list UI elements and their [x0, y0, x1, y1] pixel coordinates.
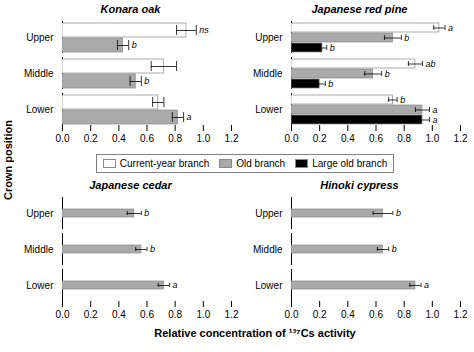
svg-text:b: b: [132, 40, 137, 50]
svg-text:0.2: 0.2: [313, 133, 327, 144]
svg-text:b: b: [330, 43, 335, 53]
svg-text:Upper: Upper: [255, 208, 283, 219]
svg-text:b: b: [150, 244, 155, 254]
html-text:Konara oak: Konara oak: [100, 3, 161, 15]
html-text:Current-year branch: Current-year branch: [119, 157, 210, 169]
html-text:Japanese red pine: Japanese red pine: [311, 3, 408, 15]
svg-text:0.8: 0.8: [397, 309, 411, 320]
svg-text:b: b: [328, 79, 333, 89]
svg-text:0.0: 0.0: [56, 133, 70, 144]
html-text:Crown position: Crown position: [2, 120, 14, 200]
svg-text:Middle: Middle: [24, 244, 54, 255]
svg-text:0.0: 0.0: [285, 133, 299, 144]
svg-text:Middle: Middle: [253, 244, 283, 255]
svg-text:b: b: [144, 208, 149, 218]
svg-text:Upper: Upper: [26, 32, 54, 43]
svg-text:1.2: 1.2: [225, 309, 239, 320]
svg-text:Lower: Lower: [255, 104, 283, 115]
svg-text:b: b: [144, 76, 149, 86]
svg-text:0.8: 0.8: [397, 133, 411, 144]
svg-text:Middle: Middle: [24, 68, 54, 79]
svg-text:1.0: 1.0: [196, 309, 210, 320]
svg-text:Lower: Lower: [26, 280, 54, 291]
svg-text:0.4: 0.4: [112, 133, 126, 144]
svg-text:ab: ab: [425, 59, 435, 69]
svg-text:0.0: 0.0: [285, 309, 299, 320]
svg-text:a: a: [424, 280, 429, 290]
html-text:Old branch: Old branch: [236, 157, 286, 169]
html-text:Japanese cedar: Japanese cedar: [89, 179, 172, 191]
svg-text:0.4: 0.4: [341, 309, 355, 320]
svg-text:0.2: 0.2: [313, 309, 327, 320]
svg-text:Lower: Lower: [26, 104, 54, 115]
svg-text:a: a: [187, 112, 192, 122]
svg-text:0.8: 0.8: [168, 309, 182, 320]
svg-text:b: b: [404, 33, 409, 43]
html-text:Large old branch: Large old branch: [312, 157, 388, 169]
svg-text:b: b: [392, 244, 397, 254]
svg-text:1.2: 1.2: [454, 309, 468, 320]
svg-text:b: b: [396, 208, 401, 218]
svg-text:Upper: Upper: [26, 208, 54, 219]
svg-text:1.0: 1.0: [425, 309, 439, 320]
svg-text:a: a: [433, 105, 438, 115]
svg-text:0.6: 0.6: [140, 133, 154, 144]
svg-text:0.6: 0.6: [140, 309, 154, 320]
svg-text:b: b: [385, 69, 390, 79]
svg-text:Upper: Upper: [255, 32, 283, 43]
svg-text:0.4: 0.4: [112, 309, 126, 320]
svg-text:a: a: [448, 23, 453, 33]
svg-text:1.0: 1.0: [425, 133, 439, 144]
svg-text:b: b: [400, 95, 405, 105]
svg-text:0.2: 0.2: [84, 133, 98, 144]
svg-text:1.0: 1.0: [196, 133, 210, 144]
svg-text:1.2: 1.2: [225, 133, 239, 144]
svg-text:Middle: Middle: [253, 68, 283, 79]
svg-text:a: a: [433, 115, 438, 125]
svg-text:0.8: 0.8: [168, 133, 182, 144]
svg-text:Lower: Lower: [255, 280, 283, 291]
svg-text:0.4: 0.4: [341, 133, 355, 144]
html-text:Hinoki cypress: Hinoki cypress: [320, 179, 399, 191]
svg-text:0.0: 0.0: [56, 309, 70, 320]
html-text:Relative concentration of ¹³⁷C: Relative concentration of ¹³⁷Cs activity: [154, 327, 356, 339]
svg-text:a: a: [173, 280, 178, 290]
svg-text:0.6: 0.6: [369, 133, 383, 144]
svg-text:0.6: 0.6: [369, 309, 383, 320]
svg-text:0.2: 0.2: [84, 309, 98, 320]
svg-text:1.2: 1.2: [454, 133, 468, 144]
svg-text:ns: ns: [199, 25, 209, 35]
